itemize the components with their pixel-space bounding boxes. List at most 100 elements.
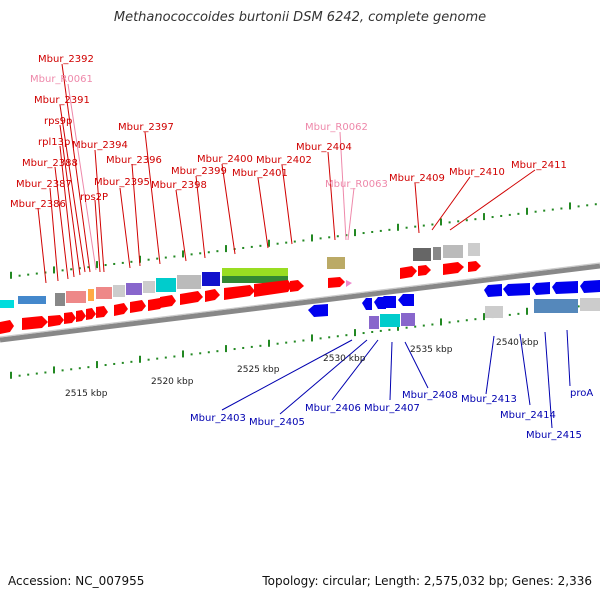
gene-box[interactable] xyxy=(126,283,142,295)
gene-label-mbur-2386[interactable]: Mbur_2386 xyxy=(10,199,66,210)
gene-label-mbur-2402[interactable]: Mbur_2402 xyxy=(256,155,312,166)
forward-cds[interactable] xyxy=(224,285,255,300)
reverse-cds[interactable] xyxy=(503,283,530,296)
gene-box[interactable] xyxy=(113,285,125,297)
gene-box[interactable] xyxy=(468,243,480,256)
gene-box[interactable] xyxy=(18,296,46,304)
reverse-cds[interactable] xyxy=(552,281,578,294)
major-tick xyxy=(182,250,184,258)
gene-label-mbur-2394[interactable]: Mbur_2394 xyxy=(72,140,128,151)
gene-box[interactable] xyxy=(380,314,400,327)
gene-label-mbur-2405[interactable]: Mbur_2405 xyxy=(249,417,305,428)
gene-label-mbur-r0062[interactable]: Mbur_R0062 xyxy=(305,122,368,133)
forward-cds[interactable] xyxy=(160,295,176,308)
gene-label-mbur-2400[interactable]: Mbur_2400 xyxy=(197,154,253,165)
gene-label-mbur-2391[interactable]: Mbur_2391 xyxy=(34,95,90,106)
forward-cds[interactable] xyxy=(0,320,14,334)
gene-label-mbur-2406[interactable]: Mbur_2406 xyxy=(305,403,361,414)
minor-tick xyxy=(414,325,417,328)
gene-box[interactable] xyxy=(88,289,94,301)
gene-box[interactable] xyxy=(156,278,176,292)
gene-box[interactable] xyxy=(401,313,415,326)
gene-label-mbur-2392[interactable]: Mbur_2392 xyxy=(38,54,94,65)
gene-label-rpl13p[interactable]: rpl13p xyxy=(38,137,70,148)
gene-label-mbur-2397[interactable]: Mbur_2397 xyxy=(118,122,174,133)
gene-label-mbur-r0063[interactable]: Mbur_R0063 xyxy=(325,179,388,190)
gene-label-mbur-2398[interactable]: Mbur_2398 xyxy=(151,180,207,191)
forward-cds[interactable] xyxy=(328,277,345,288)
gene-label-mbur-2401[interactable]: Mbur_2401 xyxy=(232,168,288,179)
gene-label-mbur-2407[interactable]: Mbur_2407 xyxy=(364,403,420,414)
gene-label-mbur-r0061[interactable]: Mbur_R0061 xyxy=(30,74,93,85)
forward-cds[interactable] xyxy=(205,289,220,302)
gene-label-mbur-2396[interactable]: Mbur_2396 xyxy=(106,155,162,166)
gene-box[interactable] xyxy=(443,245,463,258)
forward-cds[interactable] xyxy=(76,310,86,322)
minor-tick xyxy=(18,274,21,277)
forward-cds[interactable] xyxy=(48,315,64,327)
reverse-cds[interactable] xyxy=(362,298,372,310)
gene-label-mbur-2409[interactable]: Mbur_2409 xyxy=(389,173,445,184)
gene-box[interactable] xyxy=(96,287,112,299)
gene-label-mbur-2404[interactable]: Mbur_2404 xyxy=(296,142,352,153)
minor-tick xyxy=(362,232,365,235)
gene-label-rps2p[interactable]: rps2P xyxy=(80,192,108,203)
forward-cds[interactable] xyxy=(64,312,76,324)
forward-cds[interactable] xyxy=(22,316,48,330)
reverse-cds-arrows xyxy=(308,280,600,317)
forward-cds[interactable] xyxy=(290,280,304,292)
gene-box[interactable] xyxy=(222,276,288,283)
minor-tick xyxy=(199,352,202,355)
gene-box[interactable] xyxy=(327,257,345,269)
major-tick xyxy=(268,339,270,347)
gene-box[interactable] xyxy=(66,291,86,303)
minor-tick xyxy=(388,228,391,231)
gene-label-rps9p[interactable]: rps9p xyxy=(44,116,72,127)
reverse-cds[interactable] xyxy=(378,296,396,308)
gene-label-mbur-2414[interactable]: Mbur_2414 xyxy=(500,410,556,421)
gene-box[interactable] xyxy=(0,300,14,308)
gene-label-mbur-2410[interactable]: Mbur_2410 xyxy=(449,167,505,178)
forward-cds[interactable] xyxy=(254,280,292,297)
minor-tick xyxy=(121,261,124,264)
forward-cds[interactable] xyxy=(96,306,108,318)
gene-box[interactable] xyxy=(433,247,441,260)
gene-label-mbur-2413[interactable]: Mbur_2413 xyxy=(461,394,517,405)
forward-cds[interactable] xyxy=(468,261,481,272)
forward-cds[interactable] xyxy=(86,308,96,320)
forward-cds[interactable] xyxy=(443,262,464,275)
gene-label-mbur-2408[interactable]: Mbur_2408 xyxy=(402,390,458,401)
reverse-cds[interactable] xyxy=(580,280,600,293)
minor-tick xyxy=(302,239,305,242)
minor-tick xyxy=(328,336,331,339)
gene-box[interactable] xyxy=(580,298,600,311)
gene-label-mbur-2388[interactable]: Mbur_2388 xyxy=(22,158,78,169)
gene-box[interactable] xyxy=(485,306,503,318)
minor-tick xyxy=(233,348,236,351)
gene-box[interactable] xyxy=(55,293,65,306)
forward-cds[interactable] xyxy=(400,266,417,279)
gene-box[interactable] xyxy=(177,275,201,289)
gene-label-mbur-2415[interactable]: Mbur_2415 xyxy=(526,430,582,441)
gene-label-mbur-2399[interactable]: Mbur_2399 xyxy=(171,166,227,177)
forward-cds[interactable] xyxy=(114,303,128,316)
gene-label-mbur-2395[interactable]: Mbur_2395 xyxy=(94,177,150,188)
reverse-cds[interactable] xyxy=(532,282,550,295)
gene-box[interactable] xyxy=(413,248,431,261)
reverse-cds[interactable] xyxy=(308,304,328,317)
gene-box[interactable] xyxy=(202,272,220,286)
gene-box[interactable] xyxy=(369,316,379,329)
forward-cds[interactable] xyxy=(418,265,431,276)
forward-cds[interactable] xyxy=(130,300,146,313)
gene-label-mbur-2387[interactable]: Mbur_2387 xyxy=(16,179,72,190)
gene-box[interactable] xyxy=(222,268,288,277)
gene-label-mbur-2411[interactable]: Mbur_2411 xyxy=(511,160,567,171)
gene-label-proa[interactable]: proA xyxy=(570,388,593,399)
forward-cds[interactable] xyxy=(180,291,203,305)
rna-feature[interactable] xyxy=(346,280,352,287)
gene-box[interactable] xyxy=(143,281,155,293)
reverse-cds[interactable] xyxy=(484,284,502,297)
gene-label-mbur-2403[interactable]: Mbur_2403 xyxy=(190,413,246,424)
reverse-cds[interactable] xyxy=(398,294,414,306)
gene-box[interactable] xyxy=(534,299,578,313)
